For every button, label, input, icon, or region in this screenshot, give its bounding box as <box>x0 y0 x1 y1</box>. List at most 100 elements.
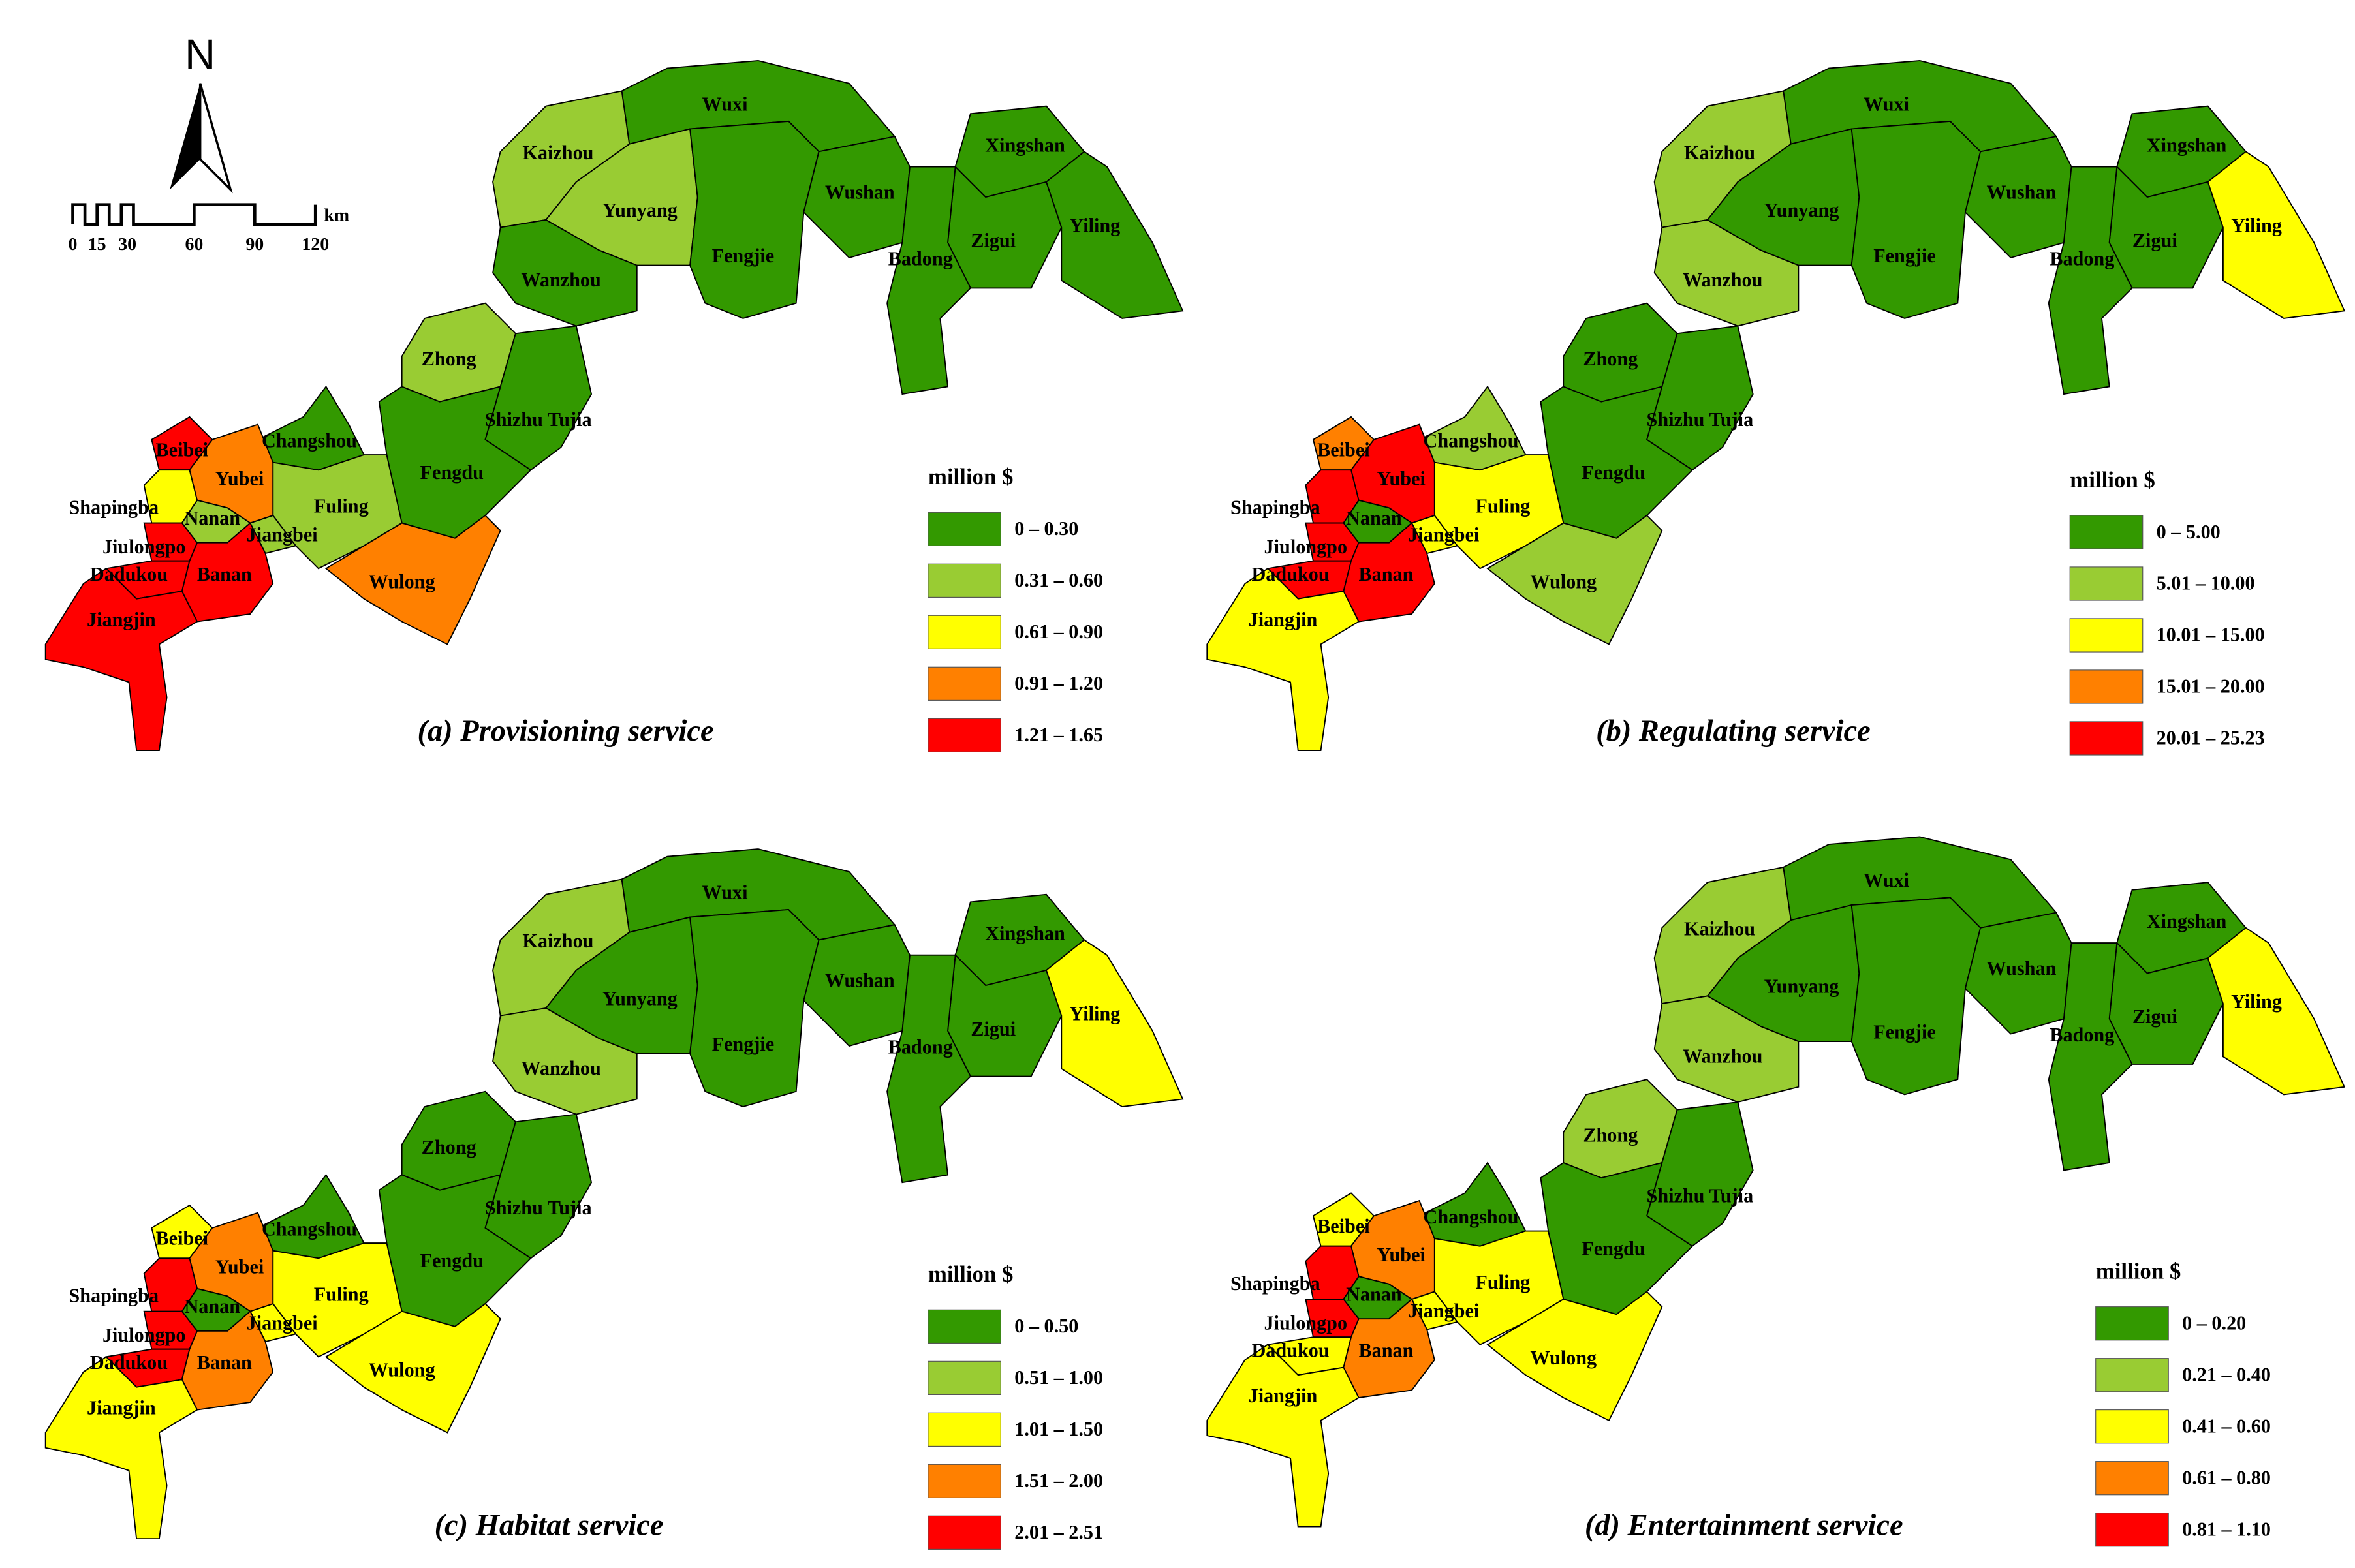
region-label: Fuling <box>1475 1271 1530 1293</box>
legend-swatch <box>2069 618 2144 653</box>
region-label: Nanan <box>184 507 240 529</box>
region <box>44 568 198 751</box>
region-label: Wushan <box>825 181 895 203</box>
region-label: Yunyang <box>1764 976 1839 998</box>
region <box>886 166 972 395</box>
scale-tick-label: 90 <box>245 234 264 254</box>
region-label: Jiulongpo <box>102 536 186 558</box>
region-label: Yiling <box>1070 214 1121 236</box>
region <box>2207 927 2346 1096</box>
scale-tick-label: 60 <box>185 234 203 254</box>
region-label: Zhong <box>1583 348 1638 370</box>
scale-tick-label: 15 <box>88 234 106 254</box>
region-label: Dadukou <box>1252 1339 1330 1361</box>
region <box>2048 942 2133 1171</box>
region-label: Beibei <box>156 438 209 461</box>
legend-swatch <box>2069 721 2144 756</box>
scale-labels: 0 15 30 60 90 120 km <box>69 206 350 254</box>
legend-label: 0.81 – 1.10 <box>2182 1518 2271 1540</box>
region-label: Wulong <box>1530 1347 1597 1369</box>
legend-label: 2.01 – 2.51 <box>1014 1521 1103 1543</box>
region <box>1486 1291 1663 1422</box>
region-label: Zhong <box>1583 1124 1638 1146</box>
region-label: Shizhu Tujia <box>485 408 592 431</box>
region-label: Shizhu Tujia <box>1647 1184 1754 1207</box>
region-label: Nanan <box>1346 1283 1402 1305</box>
region-label: Zhong <box>422 348 476 370</box>
region-label: Kaizhou <box>522 142 593 164</box>
region-label: Changshou <box>1424 429 1519 452</box>
region-label: Wanzhou <box>521 269 600 291</box>
legend-swatch <box>928 1360 1001 1396</box>
region-label: Wanzhou <box>1683 1045 1762 1068</box>
region-label: Badong <box>2050 1024 2114 1046</box>
region-label: Yiling <box>2231 214 2282 236</box>
region-label: Changshou <box>1424 1206 1519 1228</box>
legend-swatch <box>928 512 1001 546</box>
legend-swatch <box>928 718 1001 752</box>
region-label: Wanzhou <box>521 1057 600 1079</box>
north-label: N <box>185 31 215 78</box>
region <box>44 1356 198 1540</box>
panel-title: (b) Regulating service <box>1596 715 1871 748</box>
region <box>324 514 501 645</box>
region-label: Jiangbei <box>247 1312 318 1334</box>
region <box>886 954 972 1184</box>
region-label: Banan <box>1358 1339 1413 1361</box>
region <box>1653 995 1800 1103</box>
legend-swatch <box>2069 566 2144 601</box>
legend-label: 0.61 – 0.90 <box>1014 621 1103 643</box>
region-label: Banan <box>197 563 252 585</box>
legend-swatch <box>2095 1306 2169 1341</box>
region <box>689 909 820 1107</box>
region-label: Jiangbei <box>247 523 318 546</box>
region <box>2048 166 2133 395</box>
region-label: Dadukou <box>1252 563 1330 585</box>
region-label: Yunyang <box>602 987 678 1009</box>
region-label: Jiangjin <box>1249 1385 1318 1407</box>
legend-label: 0.91 – 1.20 <box>1014 672 1103 694</box>
region <box>257 1173 365 1259</box>
map-panel: Wuxi Kaizhou Yunyang Fengjie Wushan Xingshan Z… <box>44 848 1184 1550</box>
legend-swatch <box>928 563 1001 598</box>
north-arrow: N <box>170 31 233 194</box>
panel-title: (a) Provisioning service <box>417 715 713 748</box>
region-label: Jiangjin <box>87 1397 156 1419</box>
region <box>2207 151 2346 319</box>
region-label: Jiangjin <box>1249 609 1318 631</box>
region-label: Yiling <box>1070 1003 1121 1025</box>
region-label: Jiangbei <box>1408 523 1479 546</box>
region-label: Fengdu <box>1582 1238 1645 1260</box>
legend-swatch <box>928 666 1001 701</box>
legend-label: 0 – 0.30 <box>1014 517 1078 540</box>
legend-swatch <box>2069 515 2144 549</box>
legend-label: 20.01 – 25.23 <box>2157 727 2265 749</box>
region-label: Zigui <box>971 230 1016 252</box>
legend-swatch <box>928 1464 1001 1498</box>
region-label: Zigui <box>971 1018 1016 1040</box>
region-label: Dadukou <box>90 1351 168 1374</box>
region-label: Fengdu <box>420 1250 484 1272</box>
region-label: Fengjie <box>712 245 775 267</box>
region-label: Yunyang <box>1764 199 1839 221</box>
legend-label: 5.01 – 10.00 <box>2157 572 2255 594</box>
region-label: Wuxi <box>702 93 748 115</box>
region <box>1653 219 1800 327</box>
region <box>1850 897 1982 1096</box>
scale-tick-label: 30 <box>118 234 136 254</box>
legend-label: 0.41 – 0.60 <box>2182 1415 2271 1437</box>
region-label: Jiulongpo <box>1264 1312 1348 1334</box>
map-panel: Wuxi Kaizhou Yunyang Fengjie Wushan Xingshan Z… <box>1206 836 2346 1547</box>
region-label: Fengdu <box>420 461 484 484</box>
region-label: Jiangjin <box>87 609 156 631</box>
scale-bar <box>71 203 317 226</box>
legend-title: million $ <box>928 1261 1014 1287</box>
region-label: Xingshan <box>2147 134 2227 156</box>
legend-label: 0.31 – 0.60 <box>1014 569 1103 591</box>
region-label: Badong <box>888 248 953 270</box>
region-label: Changshou <box>262 429 357 452</box>
region-label: Yubei <box>215 467 264 489</box>
region-label: Fuling <box>1475 495 1530 517</box>
region-label: Banan <box>197 1351 252 1374</box>
region-label: Fengjie <box>712 1033 775 1055</box>
